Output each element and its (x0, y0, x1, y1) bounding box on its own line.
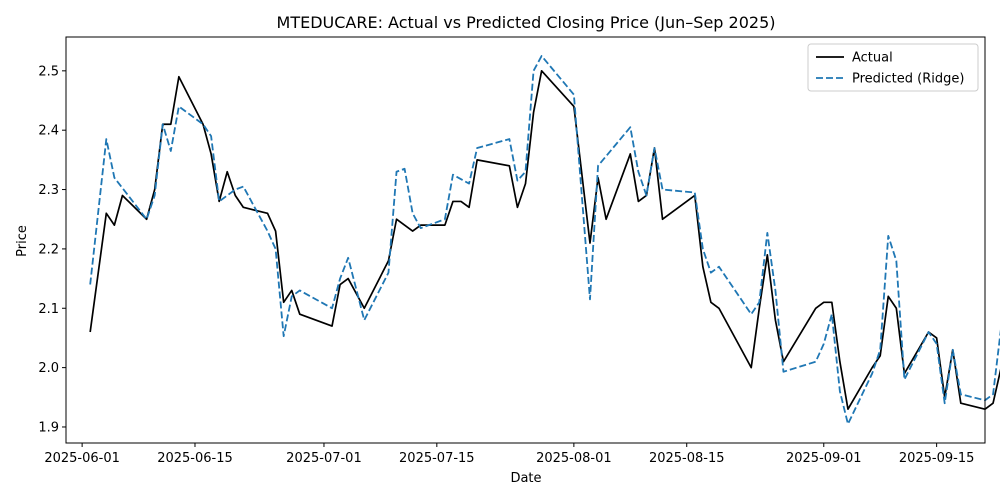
legend-box (807, 43, 979, 92)
y-tick-label: 2.2 (38, 242, 59, 257)
plot-frame (65, 36, 986, 444)
series-line-actual (89, 69, 1000, 411)
series-layer (89, 55, 1000, 425)
x-tick-label: 2025-07-01 (286, 451, 362, 466)
y-tick-label: 2.5 (38, 64, 59, 79)
x-axis: 2025-06-01 2025-06-15 2025-07-01 2025-07-15… (44, 443, 974, 466)
x-tick-label: 2025-06-15 (157, 451, 233, 466)
x-tick-label: 2025-09-15 (899, 451, 975, 466)
x-tick-label: 2025-06-01 (44, 451, 120, 466)
y-tick-label: 2.0 (38, 361, 59, 376)
legend-label: Actual (852, 51, 893, 66)
y-tick-label: 2.3 (38, 183, 59, 198)
y-tick-label: 1.9 (38, 420, 59, 435)
y-tick-label: 2.1 (38, 302, 59, 317)
y-axis: 1.9 2.0 2.1 2.2 2.3 2.4 2.5 (38, 64, 66, 435)
x-tick-label: 2025-08-15 (649, 451, 725, 466)
legend-label: Predicted (Ridge) (852, 72, 964, 87)
y-axis-label: Price (15, 225, 30, 257)
x-tick-label: 2025-07-15 (399, 451, 475, 466)
y-tick-label: 2.4 (38, 124, 59, 139)
legend: Actual Predicted (Ridge) (807, 43, 979, 92)
x-tick-label: 2025-09-01 (786, 451, 862, 466)
x-axis-label: Date (510, 471, 541, 486)
x-tick-label: 2025-08-01 (536, 451, 612, 466)
series-line-predicted (89, 55, 1000, 425)
chart-title: MTEDUCARE: Actual vs Predicted Closing P… (277, 13, 776, 32)
